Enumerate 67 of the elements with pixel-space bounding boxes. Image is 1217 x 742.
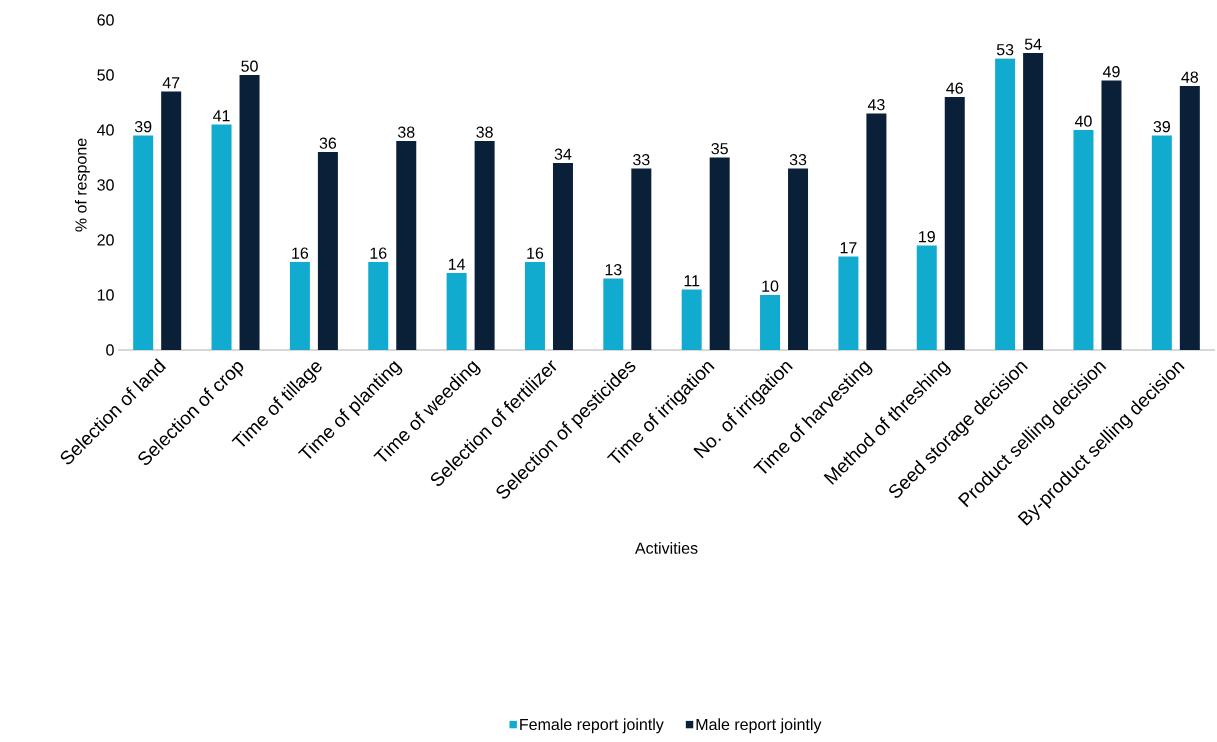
data-label: 49	[1102, 65, 1120, 78]
data-label: 16	[370, 247, 387, 259]
bar	[866, 113, 887, 350]
bar	[161, 91, 182, 350]
y-tick-label: 30	[97, 179, 114, 191]
data-label: 43	[867, 98, 885, 111]
bar	[524, 262, 545, 350]
bar	[760, 295, 781, 350]
bar	[944, 97, 965, 350]
data-label: 47	[162, 77, 180, 89]
bar	[603, 278, 624, 350]
y-axis-title: % of respone	[74, 138, 90, 232]
bar	[317, 152, 338, 350]
data-label: 14	[448, 258, 466, 270]
y-tick-label: 20	[97, 234, 114, 246]
bar	[1101, 80, 1122, 350]
bar	[1023, 53, 1044, 350]
bar	[239, 75, 260, 350]
y-tick-label: 10	[97, 289, 114, 301]
data-label: 41	[213, 110, 230, 122]
bar	[289, 262, 310, 350]
bar	[1073, 130, 1094, 350]
bar	[709, 157, 730, 350]
x-axis-title: Activities	[634, 542, 698, 554]
data-label: 39	[134, 120, 152, 133]
data-label: 19	[919, 230, 935, 243]
bar	[838, 256, 859, 350]
bar	[446, 273, 467, 350]
bar	[631, 168, 652, 350]
y-tick-label: 60	[97, 14, 114, 26]
bar	[1151, 135, 1172, 350]
legend-label: Male report jointly	[696, 718, 822, 734]
bar	[211, 124, 232, 350]
data-label: 38	[397, 126, 415, 138]
bar	[681, 289, 702, 350]
data-label: 38	[476, 126, 493, 138]
data-label: 33	[789, 153, 807, 166]
data-label: 33	[633, 153, 650, 166]
bar	[788, 168, 809, 350]
data-label: 53	[996, 43, 1014, 56]
bar	[1179, 86, 1200, 350]
data-label: 39	[1153, 120, 1170, 133]
data-label: 34	[554, 148, 572, 160]
bar	[916, 245, 937, 350]
bar	[396, 141, 417, 350]
data-label: 16	[292, 247, 309, 259]
y-tick-label: 50	[97, 69, 114, 81]
data-label: 54	[1024, 38, 1042, 50]
bar	[552, 163, 573, 350]
bar	[474, 141, 495, 350]
data-label: 48	[1181, 71, 1199, 83]
data-label: 13	[605, 263, 622, 276]
data-label: 35	[711, 142, 728, 155]
data-label: 46	[946, 82, 963, 94]
data-label: 17	[840, 242, 857, 254]
data-label: 40	[1074, 115, 1092, 127]
data-label: 10	[762, 280, 779, 292]
data-label: 16	[527, 247, 544, 259]
data-label: 11	[684, 275, 700, 287]
data-label: 50	[241, 60, 258, 72]
y-tick-label: 40	[97, 124, 114, 136]
y-tick-label: 0	[106, 344, 114, 356]
data-label: 36	[319, 137, 337, 149]
bar	[133, 135, 154, 350]
bar	[995, 58, 1016, 350]
legend-label: Female report jointly	[520, 718, 664, 734]
bar	[368, 262, 389, 350]
